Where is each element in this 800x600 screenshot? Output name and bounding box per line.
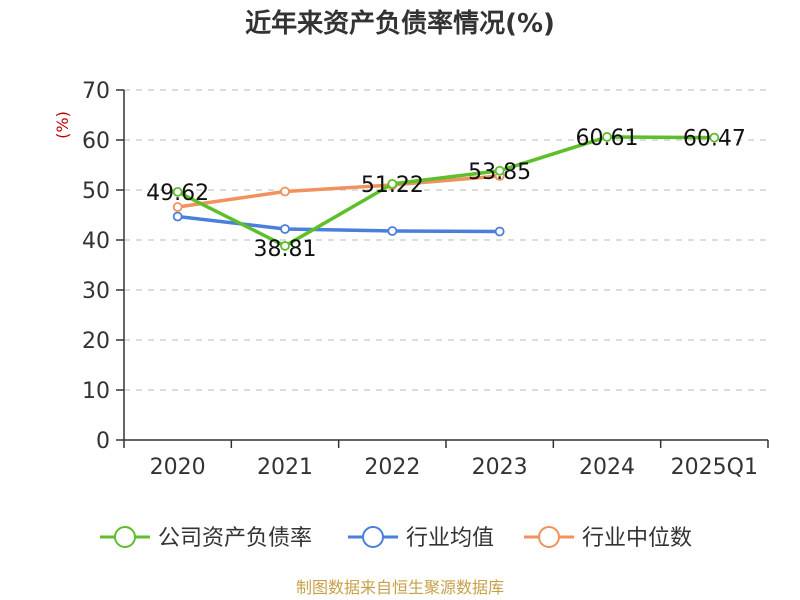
data-label: 53.85 bbox=[468, 160, 531, 185]
data-point bbox=[172, 202, 183, 212]
y-tick-label: 40 bbox=[82, 229, 110, 254]
series-line bbox=[176, 135, 715, 248]
data-label: 60.61 bbox=[576, 126, 639, 151]
y-tick-label: 20 bbox=[82, 329, 110, 354]
data-labels: 49.62 38.81 51.22 53.85 60.61 60.47 bbox=[146, 126, 746, 262]
data-point bbox=[387, 178, 398, 189]
data-label: 60.47 bbox=[683, 127, 746, 152]
x-tick-label: 2024 bbox=[579, 455, 635, 480]
chart-title: 近年来资产负债率情况(%) bbox=[245, 8, 555, 39]
data-point bbox=[602, 132, 612, 142]
y-tick-label: 30 bbox=[82, 279, 110, 304]
y-tick-label: 0 bbox=[96, 429, 110, 454]
data-point bbox=[172, 186, 183, 197]
x-tick-label: 2025Q1 bbox=[671, 455, 758, 480]
gridlines bbox=[124, 89, 768, 391]
y-tick-label: 10 bbox=[82, 379, 110, 404]
data-point bbox=[494, 226, 505, 237]
data-label: 49.62 bbox=[146, 181, 209, 206]
data-point bbox=[387, 226, 398, 236]
series-layer bbox=[172, 132, 720, 251]
y-tick-label: 50 bbox=[82, 179, 110, 204]
data-point bbox=[280, 186, 290, 197]
series-line bbox=[177, 214, 500, 234]
legend-swatch-marker bbox=[114, 526, 136, 548]
data-point bbox=[280, 241, 290, 251]
legend-label: 行业均值 bbox=[406, 526, 494, 551]
data-point bbox=[280, 224, 290, 234]
data-point bbox=[172, 211, 183, 222]
series-line bbox=[177, 174, 500, 209]
legend-swatch-marker bbox=[362, 526, 384, 548]
data-point bbox=[709, 132, 720, 143]
x-tick-label: 2023 bbox=[472, 455, 528, 480]
axes: 0 10 20 30 40 50 60 70 2020 2021 2022 2023 2024 2025Q… bbox=[82, 79, 769, 480]
data-label: 38.81 bbox=[254, 237, 317, 262]
y-tick-label: 70 bbox=[82, 79, 110, 104]
legend-label: 公司资产负债率 bbox=[158, 526, 312, 551]
y-axis-label: (%) bbox=[53, 111, 72, 139]
legend-label: 行业中位数 bbox=[582, 526, 692, 551]
x-tick-label: 2022 bbox=[364, 455, 420, 480]
legend-swatch-marker bbox=[538, 526, 560, 548]
y-tick-label: 60 bbox=[82, 129, 110, 154]
x-tick-label: 2021 bbox=[257, 455, 313, 480]
data-point bbox=[494, 165, 505, 176]
source-note: 制图数据来自恒生聚源数据库 bbox=[296, 578, 504, 597]
x-tick-label: 2020 bbox=[150, 455, 206, 480]
data-label: 51.22 bbox=[361, 173, 424, 198]
legend: 公司资产负债率 行业均值 行业中位数 bbox=[100, 526, 692, 551]
